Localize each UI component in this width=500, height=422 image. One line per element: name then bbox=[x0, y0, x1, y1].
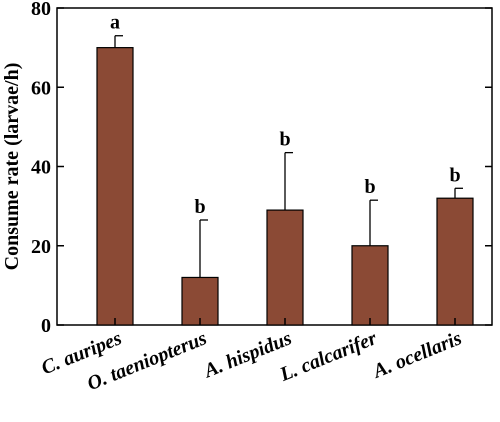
y-tick-label: 0 bbox=[41, 315, 51, 337]
y-axis-label: Consume rate (larvae/h) bbox=[1, 63, 23, 271]
bar bbox=[436, 197, 474, 326]
bar bbox=[351, 245, 389, 326]
significance-label: a bbox=[110, 12, 120, 34]
significance-labels: a b b b b bbox=[110, 12, 461, 218]
significance-label: b bbox=[194, 196, 205, 218]
bar bbox=[96, 47, 134, 326]
error-bars bbox=[114, 35, 463, 278]
y-tick-label: 60 bbox=[31, 77, 51, 99]
significance-label: b bbox=[364, 176, 375, 198]
y-tick-label: 20 bbox=[31, 236, 51, 258]
significance-label: b bbox=[449, 164, 460, 186]
x-tick-label: L. calcarifer bbox=[276, 327, 380, 386]
y-tick-label: 80 bbox=[31, 0, 51, 20]
x-tick-label: A. ocellaris bbox=[368, 327, 465, 383]
y-ticks: 0 20 40 60 80 bbox=[31, 0, 492, 337]
bar bbox=[266, 209, 304, 326]
bar bbox=[181, 276, 219, 326]
y-tick-label: 40 bbox=[31, 157, 51, 179]
significance-label: b bbox=[279, 129, 290, 151]
